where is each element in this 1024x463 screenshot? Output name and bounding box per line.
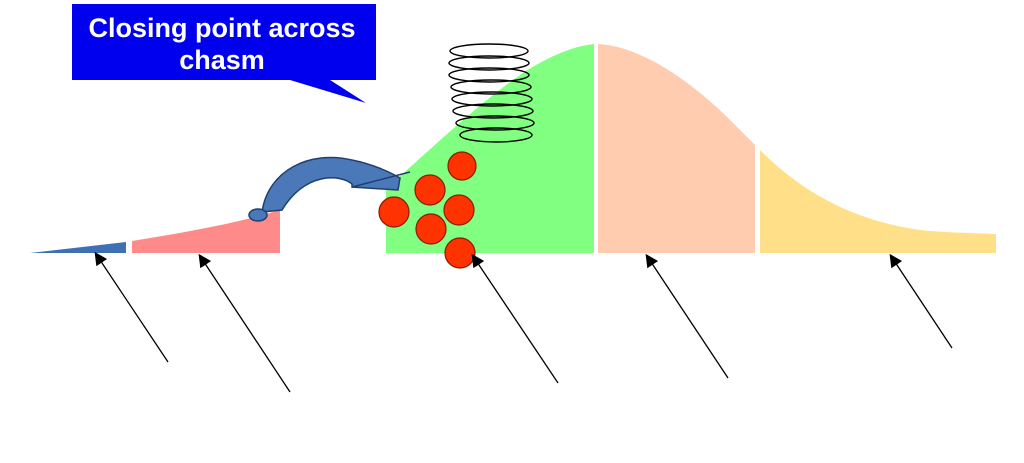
segment-early-adopters (132, 210, 280, 253)
spring-coil-icon (448, 43, 535, 143)
segment-laggards (760, 150, 996, 253)
segment-early-majority (386, 44, 594, 253)
callout-line-1: Closing point across (88, 13, 356, 43)
arrow-icon (645, 253, 729, 379)
arrow-icon (471, 253, 559, 384)
arrow-icon (889, 253, 953, 349)
callout-bubble (72, 4, 376, 103)
segment-innovators (30, 242, 126, 253)
arrow-icon (94, 251, 169, 363)
bridge-ramp-icon (248, 156, 411, 222)
red-balls-icon (378, 151, 477, 269)
callout-line-2: chasm (179, 45, 265, 75)
callout-text: Closing point across chasm (72, 12, 372, 76)
arrow-icon (198, 253, 291, 393)
arrows (94, 251, 953, 393)
segment-late-majority (598, 44, 755, 253)
